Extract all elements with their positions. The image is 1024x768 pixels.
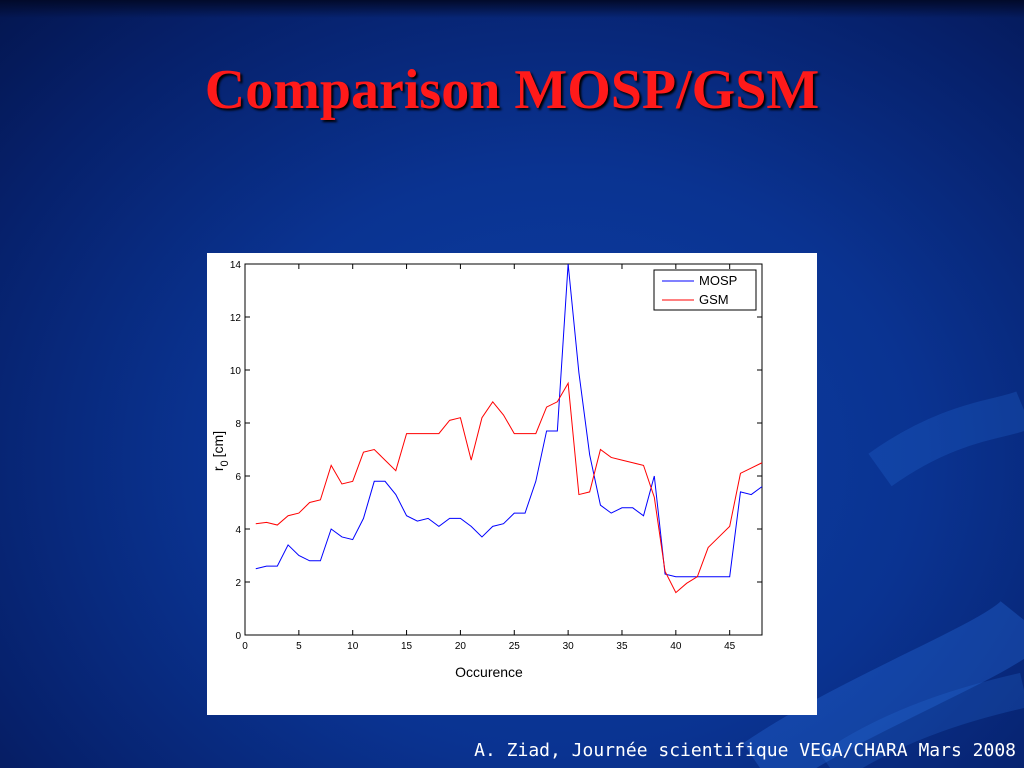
chart-figure: 0 5 10 15 20 25 30 35 40 45 0 2 4 6 8 10 12 14 Occurence … [207, 253, 817, 715]
x-tick-label: 40 [670, 641, 682, 652]
x-tick-label: 0 [242, 641, 248, 652]
y-tick-label: 12 [230, 313, 242, 324]
legend: MOSP GSM [653, 269, 757, 311]
y-tick-label: 2 [235, 578, 241, 589]
svg-text:r0[cm]: r0 [cm] [210, 431, 231, 471]
legend-label-gsm: GSM [699, 292, 729, 307]
y-tick-label: 0 [235, 631, 241, 642]
x-tick-label: 45 [724, 641, 736, 652]
slide-title: Comparison MOSP/GSM [204, 59, 820, 121]
plot-area [244, 263, 763, 636]
x-tick-label: 20 [455, 641, 467, 652]
x-tick-label: 15 [401, 641, 413, 652]
series-line-mosp [255, 263, 763, 578]
y-tick-label: 10 [230, 366, 242, 377]
x-tick-label: 35 [616, 641, 628, 652]
y-axis-label-main: r [210, 466, 226, 471]
y-tick-label: 6 [235, 472, 241, 483]
y-axis-label-unit: [cm] [210, 431, 226, 457]
y-tick-label: 14 [230, 260, 242, 271]
x-tick-label: 25 [509, 641, 521, 652]
y-axis-label: r0 [cm] [210, 431, 231, 471]
y-axis-label-sub: 0 [219, 460, 231, 466]
x-tick-label: 5 [296, 641, 302, 652]
x-axis-label: Occurence [455, 664, 523, 680]
series-line-gsm [255, 381, 763, 594]
x-tick-label: 30 [563, 641, 575, 652]
legend-label-mosp: MOSP [699, 273, 737, 288]
top-dark-band [0, 0, 1024, 18]
y-tick-label: 4 [235, 525, 241, 536]
slide-footer: A. Ziad, Journée scientifique VEGA/CHARA… [474, 740, 1016, 761]
x-tick-label: 10 [347, 641, 359, 652]
y-tick-label: 8 [235, 419, 241, 430]
